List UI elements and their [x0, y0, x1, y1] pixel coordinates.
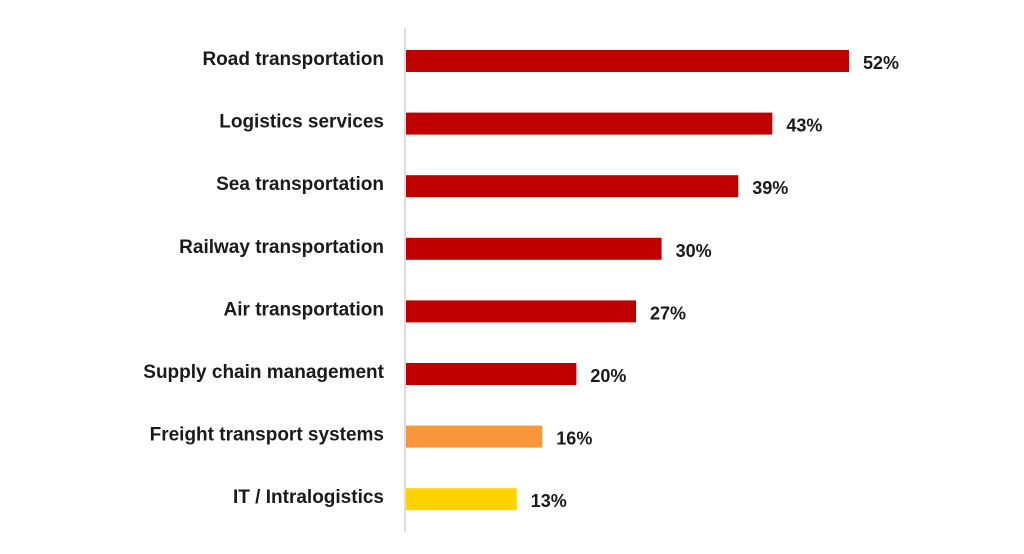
value-label: 30%	[676, 241, 712, 261]
bar	[406, 425, 543, 448]
category-label: Supply chain management	[143, 362, 384, 383]
bar	[406, 175, 739, 198]
value-label: 52%	[863, 53, 899, 73]
bar	[406, 237, 662, 260]
category-label: Air transportation	[224, 299, 384, 320]
category-label: Road transportation	[202, 49, 384, 70]
bar	[406, 112, 773, 135]
value-label: 39%	[752, 178, 788, 198]
category-label: IT / Intralogistics	[233, 487, 384, 508]
value-label: 43%	[786, 116, 822, 136]
category-label: Sea transportation	[216, 174, 384, 195]
category-label: Logistics services	[219, 112, 384, 133]
bar	[406, 50, 849, 72]
category-label: Railway transportation	[179, 237, 384, 258]
bar	[406, 300, 637, 323]
bar	[406, 363, 577, 385]
value-label: 13%	[531, 491, 567, 511]
value-label: 20%	[590, 366, 626, 386]
bar	[406, 488, 517, 511]
category-label: Freight transport systems	[150, 425, 384, 446]
value-label: 27%	[650, 303, 686, 323]
value-label: 16%	[556, 429, 592, 449]
